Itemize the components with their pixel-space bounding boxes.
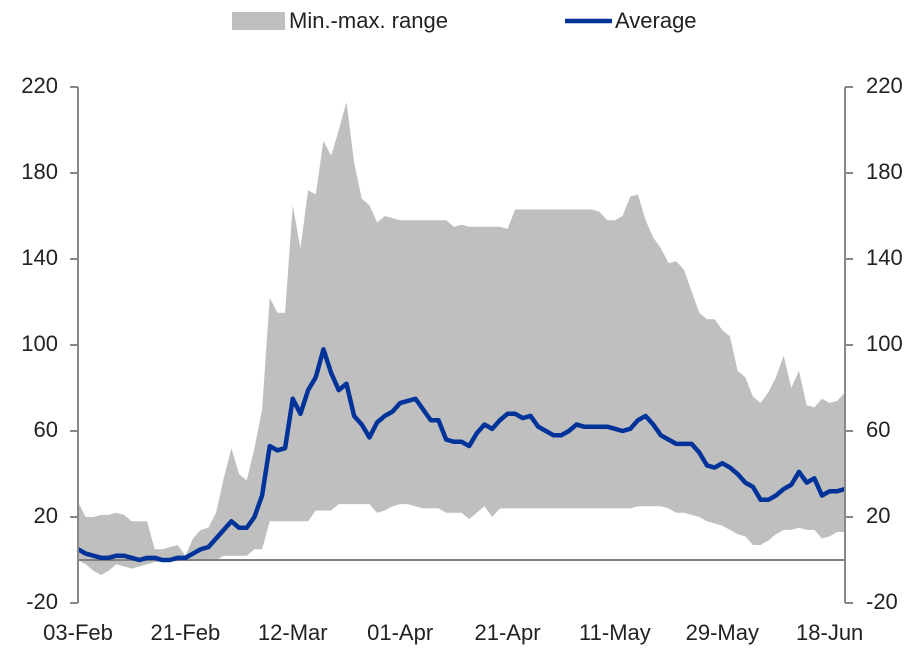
y-tick-label: 220 [21,73,58,98]
y-tick-label: 20 [34,503,58,528]
y2-tick-label: 140 [866,245,903,270]
y-tick-label: -20 [26,589,58,614]
y-tick-label: 140 [21,245,58,270]
y-tick-label: 180 [21,159,58,184]
y2-tick-label: 220 [866,73,903,98]
y2-tick-label: -20 [866,589,898,614]
y-tick-label: 100 [21,331,58,356]
y2-tick-label: 60 [866,417,890,442]
legend-label: Min.-max. range [289,8,448,33]
x-tick-label: 03-Feb [43,620,113,645]
x-tick-label: 01-Apr [367,620,433,645]
y2-tick-label: 180 [866,159,903,184]
x-tick-label: 21-Feb [151,620,221,645]
x-tick-label: 29-May [686,620,759,645]
legend-label: Average [615,8,697,33]
y2-tick-label: 100 [866,331,903,356]
x-tick-label: 11-May [579,620,651,645]
y2-tick-label: 20 [866,503,890,528]
y-tick-label: 60 [34,417,58,442]
x-tick-label: 21-Apr [474,620,540,645]
legend-swatch [232,12,285,30]
range-band [78,102,845,576]
x-tick-label: 18-Jun [796,620,863,645]
average-line [76,347,846,563]
x-tick-label: 12-Mar [258,620,328,645]
